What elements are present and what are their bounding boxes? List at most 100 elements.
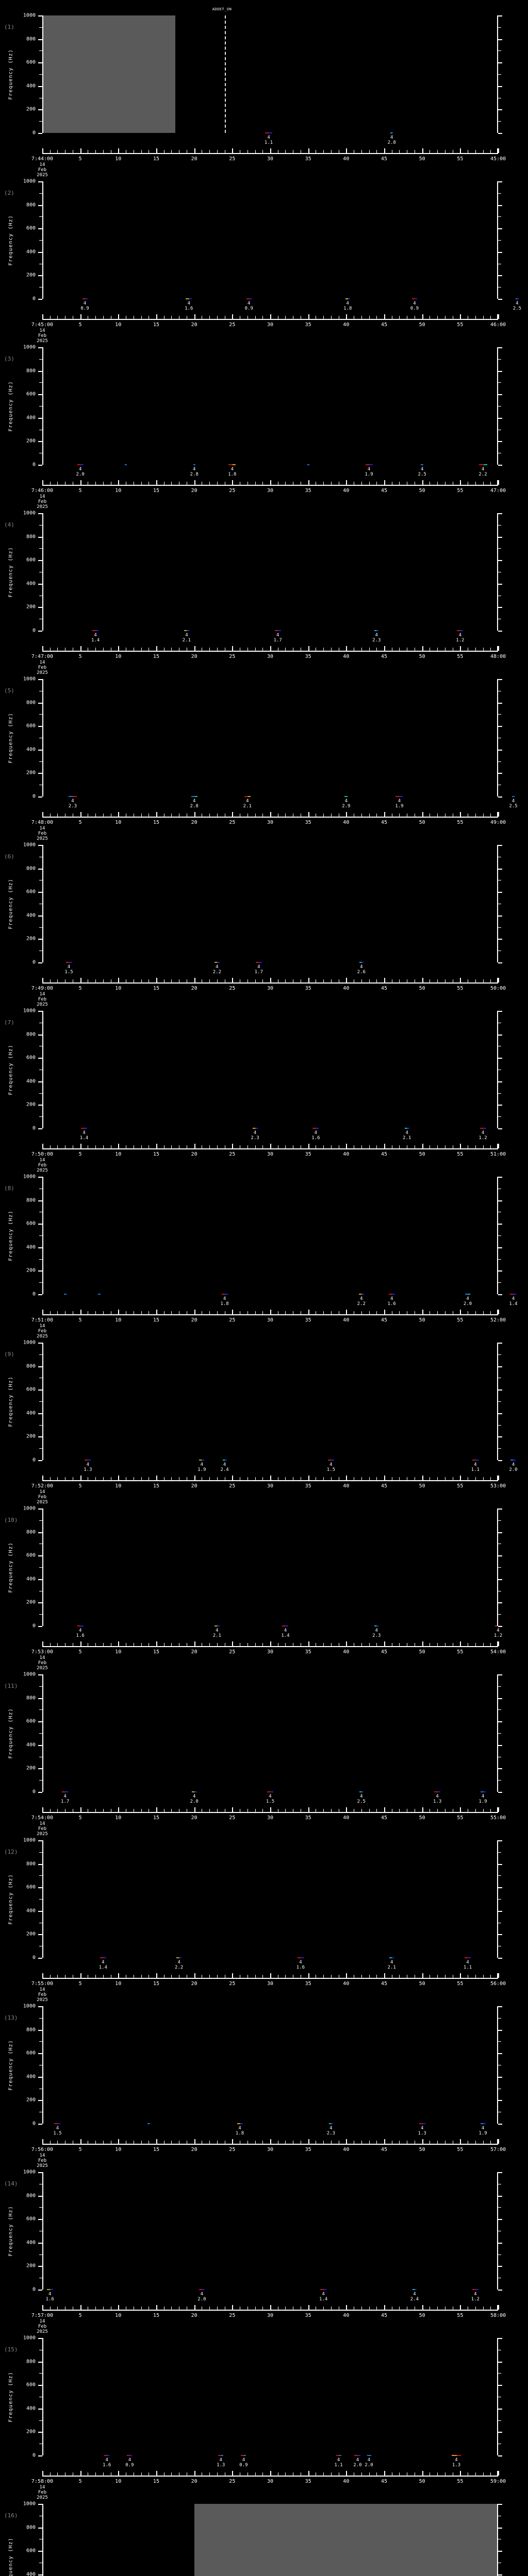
detection-label: 4 2.5	[513, 301, 521, 311]
x-tick-major	[156, 1973, 157, 1978]
x-tick-minor	[376, 1311, 377, 1314]
x-tick-minor	[376, 1975, 377, 1978]
x-tick-minor	[369, 2307, 370, 2310]
detection-marker	[389, 1957, 394, 1958]
x-tick-major	[232, 646, 234, 651]
panel-13: (13) Frequency (Hz) 0 200 400 600 800 1000 4 1.5 4…	[0, 1997, 528, 2169]
x-tick-major	[460, 1973, 461, 1978]
y-tick-label: 200	[26, 1931, 36, 1937]
date-line: Feb	[38, 1660, 47, 1666]
y-tick-minor	[39, 761, 42, 762]
detection-value: 1.4	[319, 2297, 328, 2302]
x-tick-minor	[331, 2472, 332, 2476]
x-label-5: 5	[78, 156, 82, 162]
y-tick-minor	[39, 1614, 42, 1615]
x-tick-minor	[209, 482, 210, 485]
detection-count: 4	[83, 301, 87, 306]
x-tick-major	[194, 812, 195, 817]
y-tick-label: 200	[26, 2097, 36, 2103]
y-tick-minor	[39, 2207, 42, 2208]
y-tick-right-major	[498, 796, 502, 798]
y-tick-label: 600	[26, 2050, 36, 2056]
x-label-15: 15	[153, 820, 160, 825]
y-tick-major: 400	[26, 1742, 42, 1748]
y-tick-label: 200	[26, 604, 36, 610]
y-tick-label: 800	[26, 534, 36, 540]
date-line: 14	[39, 162, 45, 167]
x-tick-minor	[285, 2307, 286, 2310]
y-tick-major: 800	[26, 1695, 42, 1701]
detection-label: 4 1.8	[343, 301, 352, 311]
x-label-45: 45	[381, 1483, 388, 1489]
detection-marker	[434, 1791, 441, 1792]
x-label-35: 35	[305, 1815, 311, 1821]
detection-marker	[327, 1460, 334, 1461]
x-tick-minor	[148, 2141, 150, 2144]
date-label: 14 Feb 2025	[37, 328, 48, 344]
x-tick-minor	[285, 1477, 286, 1480]
detection-label: 4 1.2	[478, 1130, 487, 1141]
x-label-30: 30	[267, 2147, 274, 2153]
x-label-50: 50	[419, 1151, 425, 1157]
panel-15: (15) Frequency (Hz) 0 200 400 600 800 1000 4 1.6 4…	[0, 2329, 528, 2501]
detection-value: 2.3	[372, 1633, 381, 1638]
y-tick-right-minor	[498, 1567, 501, 1568]
x-tick-major	[422, 1807, 423, 1812]
x-tick-major	[42, 314, 43, 319]
x-axis-cap-right	[497, 1476, 498, 1480]
y-tick-right-major	[498, 2100, 502, 2102]
detection-marker	[478, 464, 487, 465]
date-line: 14	[39, 2485, 45, 2490]
x-label-15: 15	[153, 2147, 160, 2153]
date-line: Feb	[38, 2490, 47, 2495]
detection-label: 4 2.1	[403, 1130, 411, 1141]
y-tick-right-major	[498, 1792, 502, 1793]
x-label-50: 50	[419, 1483, 425, 1489]
detection-label: 4 1.6	[185, 301, 193, 311]
detection-count: 4	[314, 1130, 318, 1136]
x-label-end: 51:00	[490, 1151, 506, 1157]
x-label-35: 35	[305, 986, 311, 991]
x-tick-minor	[475, 2472, 476, 2476]
detection-count: 4	[246, 799, 249, 804]
detection-count: 4	[398, 799, 401, 804]
y-axis-title: Frequency (Hz)	[7, 2504, 14, 2576]
x-label-30: 30	[267, 654, 274, 659]
detection-count: 4	[63, 1794, 67, 1799]
x-tick-minor	[483, 648, 484, 651]
detection-count: 4	[512, 799, 515, 804]
y-tick-right-minor	[498, 1686, 501, 1687]
y-tick-label: 400	[26, 747, 36, 753]
date-line: 14	[39, 826, 45, 831]
x-tick-major	[42, 2305, 43, 2310]
detection-value: 2.5	[513, 306, 521, 311]
x-tick-minor	[437, 2472, 438, 2476]
detection-marker	[68, 796, 77, 797]
y-tick-major: 400	[26, 581, 42, 586]
x-tick-minor	[103, 1477, 104, 1480]
x-tick-major	[194, 1807, 195, 1812]
x-tick-minor	[255, 814, 256, 817]
x-label-40: 40	[343, 156, 350, 162]
x-tick-minor	[171, 1477, 172, 1480]
x-label-45: 45	[381, 820, 388, 825]
y-tick-right-major	[498, 275, 502, 277]
x-tick-minor	[285, 2141, 286, 2144]
y-tick-label: 600	[26, 59, 36, 65]
y-tick-right-minor	[498, 216, 501, 217]
detection-label: 4 0.9	[410, 301, 419, 311]
x-tick-major	[80, 978, 81, 982]
x-label-10: 10	[115, 2147, 122, 2153]
row-number-label: (7)	[4, 1019, 14, 1026]
x-label-55: 55	[457, 1483, 464, 1489]
x-label-20: 20	[191, 2479, 197, 2484]
x-label-40: 40	[343, 1483, 350, 1489]
detection-count: 4	[82, 1130, 86, 1136]
y-tick-major: 0	[32, 794, 42, 800]
x-label-50: 50	[419, 1317, 425, 1323]
y-tick-right-major	[498, 1910, 502, 1912]
x-label-45: 45	[381, 1151, 388, 1157]
x-tick-minor	[323, 150, 324, 153]
